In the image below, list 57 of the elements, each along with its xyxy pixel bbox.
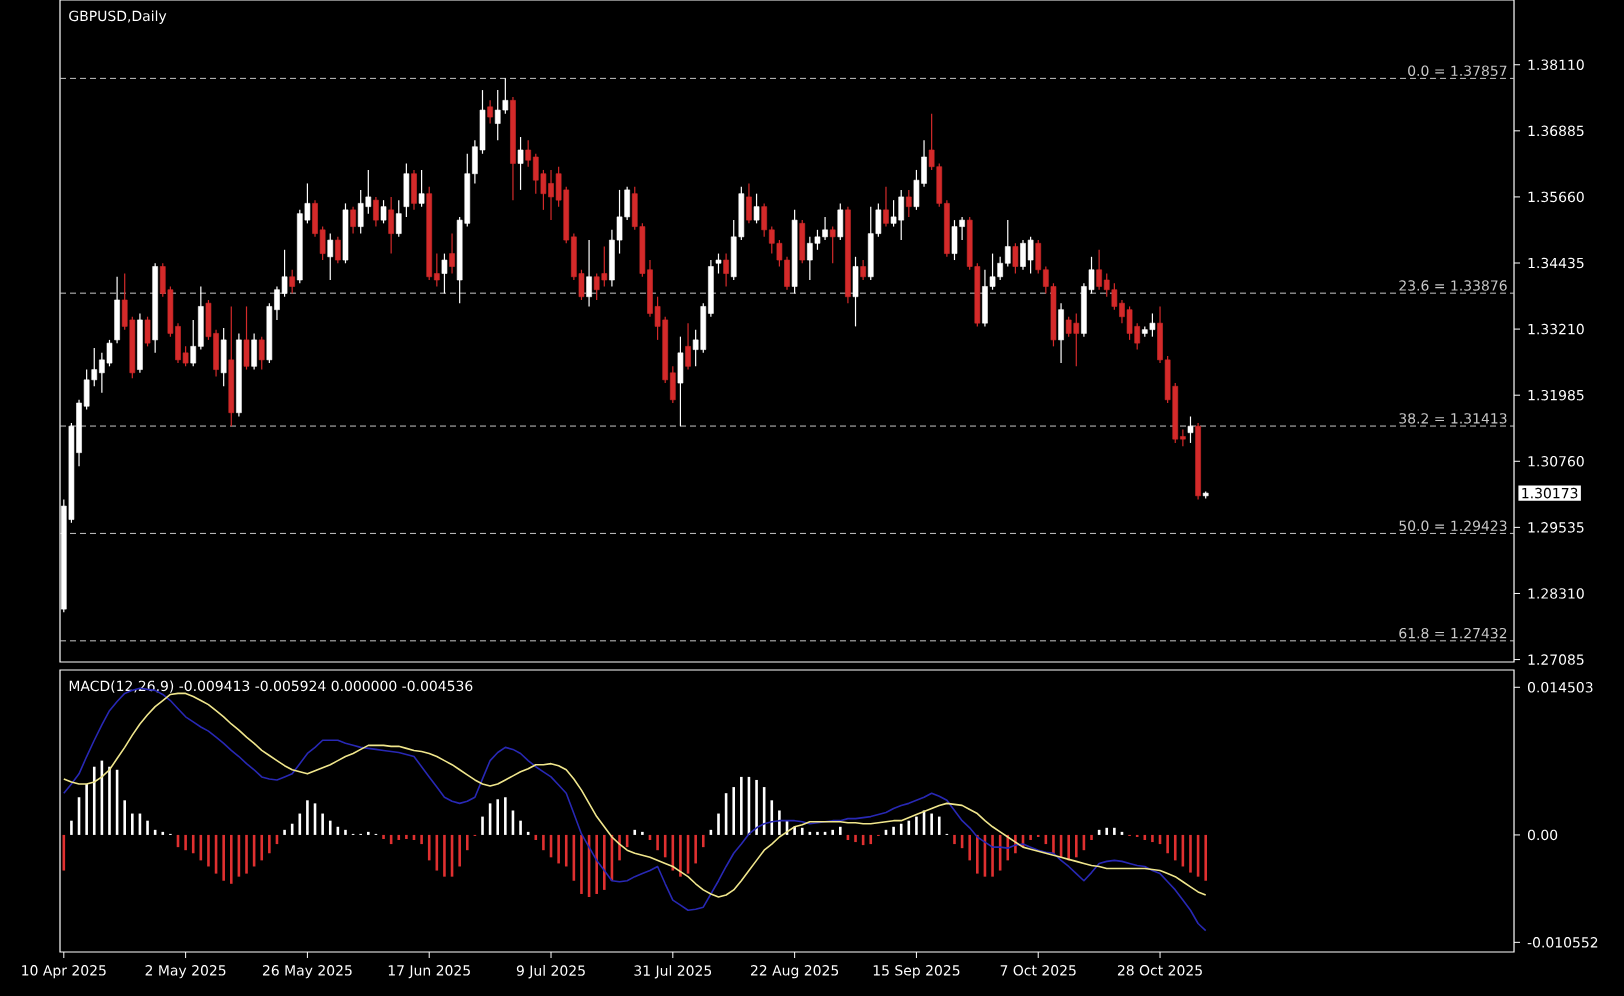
candlestick <box>890 199 897 228</box>
candlestick <box>289 269 295 295</box>
candlestick <box>517 136 524 191</box>
candlestick <box>860 259 866 281</box>
candlestick <box>951 219 958 261</box>
candlestick <box>494 89 501 141</box>
candlestick <box>1020 239 1026 271</box>
candlestick <box>388 196 394 255</box>
candlestick <box>403 162 410 218</box>
candlestick <box>350 206 356 235</box>
candlestick <box>1073 312 1080 367</box>
candlestick <box>144 316 151 347</box>
candlestick <box>822 216 828 241</box>
candlestick <box>220 327 227 387</box>
candlestick <box>357 189 364 235</box>
candlestick <box>982 269 988 328</box>
candlestick <box>761 202 767 238</box>
candlestick <box>380 199 387 224</box>
candlestick <box>1012 242 1019 275</box>
candlestick <box>418 169 425 208</box>
candlestick <box>586 239 592 308</box>
candlestick <box>837 202 844 241</box>
candlestick <box>1149 312 1156 338</box>
candlestick <box>898 189 905 241</box>
candlestick <box>327 233 334 281</box>
candlestick <box>243 305 250 371</box>
candlestick <box>373 196 379 228</box>
candlestick <box>411 169 417 211</box>
candlestick <box>677 336 684 427</box>
candlestick <box>258 336 265 371</box>
candlestick <box>807 236 813 281</box>
candlestick <box>1058 302 1064 364</box>
candlestick <box>449 233 455 275</box>
candlestick <box>799 219 806 264</box>
candlestick <box>852 256 859 328</box>
candlestick <box>906 189 912 218</box>
candlestick <box>829 225 836 264</box>
candlestick <box>867 206 874 281</box>
candlestick <box>1126 305 1133 341</box>
candlestick <box>1096 249 1102 291</box>
candlestick <box>395 199 402 238</box>
candlestick <box>251 332 257 371</box>
candlestick <box>1065 316 1072 338</box>
candlestick <box>723 252 729 288</box>
candlestick <box>1027 236 1034 275</box>
candlestick <box>753 193 760 224</box>
candlestick <box>335 236 341 264</box>
candlestick <box>746 182 752 224</box>
candlestick <box>601 245 608 288</box>
candlestick <box>487 99 493 125</box>
candlestick <box>593 272 600 301</box>
candlestick <box>532 153 539 195</box>
candlestick <box>441 252 448 295</box>
candlestick <box>548 169 554 221</box>
candlestick <box>685 322 691 371</box>
candlestick <box>883 186 889 228</box>
candlestick <box>1187 415 1194 444</box>
